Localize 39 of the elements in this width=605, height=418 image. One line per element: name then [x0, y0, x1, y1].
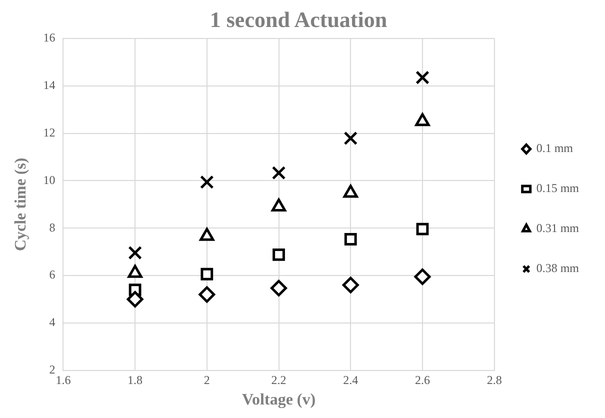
point	[272, 166, 286, 180]
point	[416, 70, 430, 84]
y-tick-label: 10	[43, 172, 56, 187]
y-tick-label: 6	[49, 268, 56, 282]
y-tick-label: 14	[43, 78, 56, 92]
point	[126, 291, 144, 308]
y-tick-label: 16	[43, 30, 56, 45]
point	[198, 286, 216, 303]
point	[415, 113, 430, 126]
y-axis-title: Cycle time (s)	[12, 158, 30, 252]
point	[200, 175, 214, 190]
x-tick-label: 1.6	[56, 372, 71, 387]
x-tick-label: 1.8	[128, 372, 143, 387]
y-tick-label: 8	[49, 220, 56, 234]
point	[272, 248, 285, 261]
point	[128, 246, 142, 260]
point	[270, 280, 288, 296]
x-tick-label: 2	[204, 372, 210, 387]
legend-label: 0.38 mm	[536, 261, 580, 276]
point	[344, 131, 358, 146]
point	[416, 222, 429, 236]
x-tick-label: 2.8	[486, 372, 502, 387]
point	[200, 268, 214, 280]
point	[271, 198, 286, 212]
chart-title: 1 second Actuation	[210, 6, 388, 32]
y-tick-label: 12	[43, 125, 56, 140]
x-axis-title: Voltage (v)	[242, 392, 316, 409]
legend-label: 0.1 mm	[536, 141, 574, 156]
y-tick-label: 2	[49, 362, 56, 377]
point	[343, 184, 358, 198]
legend-label: 0.15 mm	[536, 181, 580, 196]
x-tick-label: 2.6	[414, 372, 430, 387]
x-tick-label: 2.2	[271, 372, 286, 387]
y-tick-label: 4	[49, 315, 56, 330]
x-tick-label: 2.4	[343, 372, 358, 387]
point	[414, 268, 431, 285]
point	[344, 233, 357, 246]
point	[342, 276, 359, 294]
legend-label: 0.31 mm	[536, 221, 580, 236]
